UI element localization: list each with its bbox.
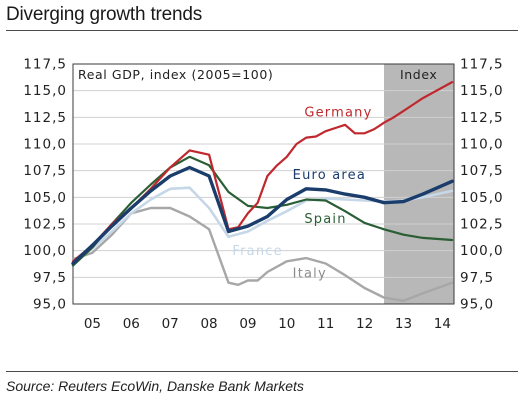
x-tick-label: 07: [162, 316, 179, 332]
y-tick-label-right: 112,5: [460, 110, 504, 126]
y-tick-label-right: 105,0: [460, 190, 504, 206]
y-tick-label-left: 105,0: [23, 190, 67, 206]
series-label-spain: Spain: [304, 212, 346, 227]
x-tick-label: 13: [395, 316, 412, 332]
y-tick-label-left: 95,0: [33, 297, 67, 313]
page-title: Diverging growth trends: [6, 4, 203, 25]
series-label-france: France: [232, 244, 282, 259]
y-tick-label-right: 100,0: [460, 243, 504, 259]
gdp-line-chart: 95,0 95,0 97,5 97,5 100,0 100,0 102,5 102,5 105,…: [23, 57, 504, 333]
y-tick-label-left: 112,5: [23, 110, 67, 126]
series-label-italy: Italy: [293, 266, 327, 281]
y-tick-label-right: 117,5: [460, 57, 504, 73]
series-line-italy: [71, 206, 454, 302]
chart-subtitle: Real GDP, index (2005=100): [78, 67, 273, 82]
series-label-euro-area: Euro area: [293, 168, 366, 183]
y-tick-label-right: 95,0: [460, 297, 494, 313]
series-line-spain: [71, 155, 454, 267]
y-tick-label-left: 102,5: [23, 217, 67, 233]
x-tick-label: 06: [123, 316, 140, 332]
y-tick-label-left: 110,0: [23, 137, 67, 153]
series-line-euro-area: [71, 165, 454, 266]
x-tick-label: 12: [356, 316, 373, 332]
x-tick-label: 10: [278, 316, 295, 332]
y-tick-label-right: 102,5: [460, 217, 504, 233]
title-divider: [6, 30, 518, 31]
series-layer: [71, 80, 454, 302]
source-note: Source: Reuters EcoWin, Danske Bank Mark…: [6, 378, 304, 394]
y-tick-label-right: 107,5: [460, 163, 504, 179]
y-tick-label-left: 97,5: [33, 270, 67, 286]
x-tick-label: 14: [434, 316, 451, 332]
series-labels: Germany Euro area Spain France Italy: [232, 105, 372, 281]
forecast-label: Index: [400, 67, 437, 82]
y-tick-label-right: 115,0: [460, 83, 504, 99]
x-tick-label: 11: [317, 316, 334, 332]
x-tick-label: 05: [84, 316, 101, 332]
source-divider: [6, 371, 518, 372]
y-tick-label-left: 100,0: [23, 243, 67, 259]
x-tick-label: 08: [200, 316, 217, 332]
y-tick-label-left: 117,5: [23, 57, 67, 73]
y-tick-label-right: 110,0: [460, 137, 504, 153]
series-line-germany: [71, 80, 454, 263]
x-tick-label: 09: [239, 316, 256, 332]
y-tick-label-right: 97,5: [460, 270, 494, 286]
series-label-germany: Germany: [304, 105, 372, 120]
y-tick-label-left: 115,0: [23, 83, 67, 99]
axis-ticks: 95,0 95,0 97,5 97,5 100,0 100,0 102,5 102,5 105,…: [23, 57, 504, 333]
plot-frame: [72, 63, 455, 305]
y-tick-label-left: 107,5: [23, 163, 67, 179]
